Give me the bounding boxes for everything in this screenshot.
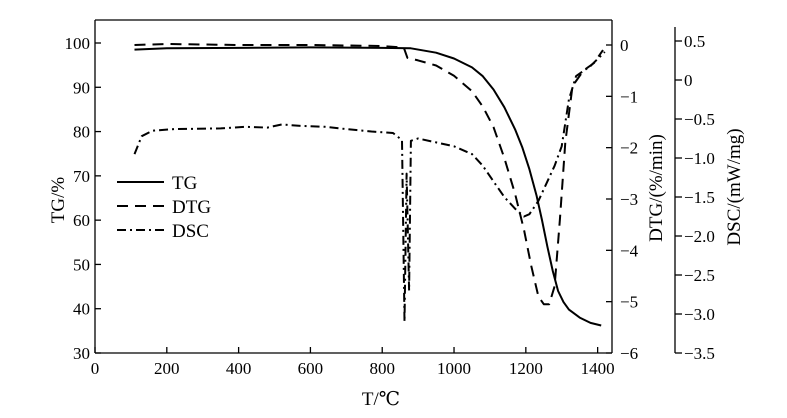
y-middle-tick-label: −3 [620, 190, 638, 209]
x-tick-label: 1400 [581, 359, 615, 378]
y-left-tick-label: 90 [73, 78, 90, 97]
series-line-tg [134, 46, 602, 327]
y-right-tick-label: 0 [684, 71, 693, 90]
y-middle-tick-label: −2 [620, 139, 638, 158]
series-lines [133, 43, 606, 327]
x-tick-label: 200 [154, 359, 180, 378]
y-axis-right-title: DSC/(mW/mg) [724, 128, 745, 245]
y-left-tick-label: 30 [73, 344, 90, 363]
y-left-tick-label: 80 [73, 123, 90, 142]
x-tick-label: 1000 [437, 359, 471, 378]
y-right-tick-label: −0.5 [684, 110, 715, 129]
y-left-tick-label: 60 [73, 211, 90, 230]
y-right-tick-label: −3.0 [684, 305, 715, 324]
y-middle-tick-label: −4 [620, 241, 639, 260]
axes: 0 200 400 600 800 1000 1200 1400304050607080901… [65, 19, 715, 378]
legend-label-tg: TG [172, 173, 198, 194]
y-left-tick-label: 50 [73, 255, 90, 274]
y-right-tick-label: −3.5 [684, 344, 715, 363]
y-left-tick-label: 100 [65, 34, 91, 53]
y-left-tick-label: 40 [73, 300, 90, 319]
y-right-tick-label: −2.5 [684, 266, 715, 285]
y-middle-tick-label: 0 [620, 36, 629, 55]
y-middle-tick-label: −1 [620, 87, 638, 106]
y-middle-tick-label: −6 [620, 344, 638, 363]
x-tick-label: 0 [91, 359, 100, 378]
x-tick-label: 600 [298, 359, 324, 378]
x-tick-label: 400 [226, 359, 252, 378]
x-tick-label: 800 [369, 359, 395, 378]
legend: TG DTG DSC [117, 173, 211, 242]
y-axis-left-title: TG/% [48, 177, 69, 224]
y-right-tick-label: 0.5 [684, 32, 705, 51]
series-line-dtg [134, 43, 604, 306]
y-middle-tick-label: −5 [620, 293, 638, 312]
x-tick-label: 1200 [509, 359, 543, 378]
y-axis-middle-title: DTG/(%/min) [646, 134, 667, 242]
y-left-tick-label: 70 [73, 167, 90, 186]
y-right-tick-label: −1.0 [684, 149, 715, 168]
series-line-dsc [133, 51, 606, 323]
x-axis-title: T/℃ [362, 389, 400, 410]
y-right-tick-label: −2.0 [684, 227, 715, 246]
y-right-tick-label: −1.5 [684, 188, 715, 207]
legend-label-dsc: DSC [172, 221, 209, 242]
legend-label-dtg: DTG [172, 197, 211, 218]
